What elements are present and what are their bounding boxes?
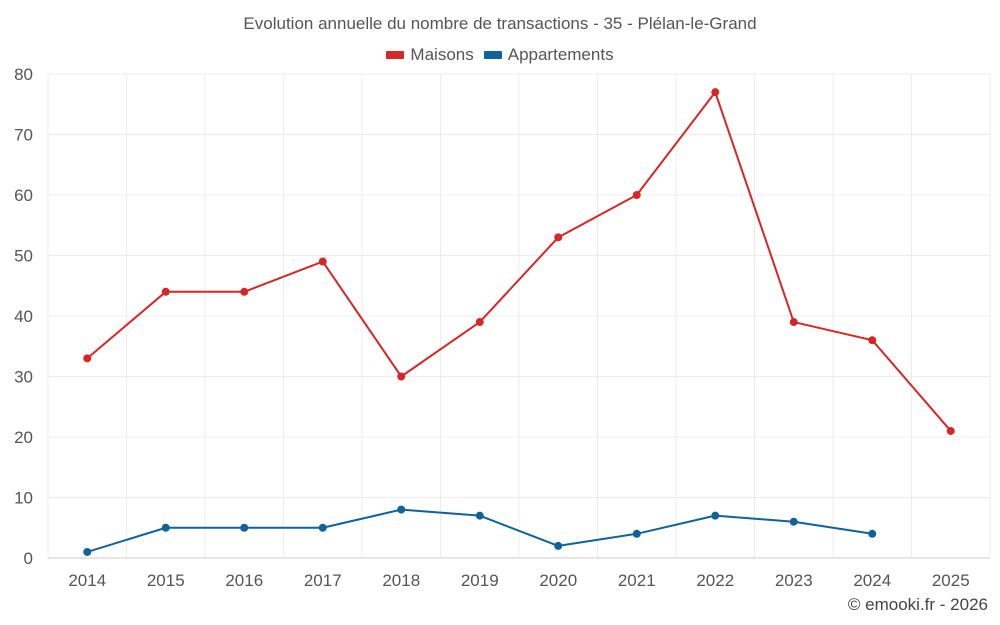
- legend-swatch-appartements: [483, 51, 502, 59]
- x-tick-label-2022: 2022: [696, 571, 734, 590]
- legend: Maisons Appartements: [0, 45, 1000, 65]
- data-point-maisons-2020: [554, 233, 563, 242]
- legend-label-maisons: Maisons: [410, 45, 474, 64]
- x-tick-label-2025: 2025: [932, 571, 970, 590]
- x-tick-label-2016: 2016: [225, 571, 263, 590]
- data-point-maisons-2018: [397, 372, 406, 381]
- x-tick-label-2020: 2020: [539, 571, 577, 590]
- data-point-maisons-2017: [318, 257, 327, 266]
- x-tick-label-2019: 2019: [461, 571, 499, 590]
- data-point-appartements-2024: [868, 529, 877, 538]
- x-tick-label-2024: 2024: [853, 571, 891, 590]
- x-tick-label-2023: 2023: [775, 571, 813, 590]
- x-tick-label-2015: 2015: [147, 571, 185, 590]
- data-point-maisons-2016: [240, 287, 249, 296]
- data-point-appartements-2014: [83, 547, 92, 556]
- y-tick-label-80: 80: [14, 65, 33, 84]
- y-tick-label-60: 60: [14, 186, 33, 205]
- data-point-appartements-2021: [632, 529, 641, 538]
- y-tick-label-0: 0: [24, 549, 33, 568]
- y-tick-label-30: 30: [14, 368, 33, 387]
- data-point-appartements-2022: [711, 511, 720, 520]
- data-point-appartements-2015: [161, 523, 170, 532]
- series-line-maisons: [86, 91, 952, 432]
- data-point-appartements-2019: [475, 511, 484, 520]
- x-tick-label-2021: 2021: [618, 571, 656, 590]
- credit-text: © emooki.fr - 2026: [847, 595, 988, 614]
- data-point-appartements-2023: [789, 517, 798, 526]
- legend-item-appartements[interactable]: Appartements: [483, 45, 614, 65]
- grid: [47, 73, 991, 559]
- y-tick-label-40: 40: [14, 307, 33, 326]
- data-point-maisons-2019: [475, 318, 484, 327]
- series-layer: [83, 88, 955, 556]
- x-tick-label-2014: 2014: [68, 571, 106, 590]
- data-point-appartements-2017: [318, 523, 327, 532]
- legend-label-appartements: Appartements: [507, 45, 614, 64]
- legend-swatch-maisons: [386, 51, 405, 59]
- data-point-appartements-2018: [397, 505, 406, 514]
- data-point-maisons-2023: [789, 318, 798, 327]
- data-point-maisons-2014: [83, 354, 92, 363]
- data-point-maisons-2025: [946, 426, 955, 435]
- data-point-maisons-2015: [161, 287, 170, 296]
- chart-title: Evolution annuelle du nombre de transact…: [243, 14, 757, 33]
- x-tick-label-2017: 2017: [304, 571, 342, 590]
- data-point-appartements-2016: [240, 523, 249, 532]
- y-tick-label-10: 10: [14, 489, 33, 508]
- axes: 0 10 20 30 40 50 60 70 80 2014 2015 2016 2017 2018 201…: [14, 65, 990, 590]
- data-point-appartements-2020: [554, 541, 563, 550]
- legend-item-maisons[interactable]: Maisons: [386, 45, 474, 65]
- y-tick-label-50: 50: [14, 247, 33, 266]
- data-point-maisons-2021: [632, 191, 641, 199]
- data-point-maisons-2024: [868, 336, 877, 345]
- x-tick-label-2018: 2018: [382, 571, 420, 590]
- y-tick-label-70: 70: [14, 126, 33, 145]
- y-tick-label-20: 20: [14, 428, 33, 447]
- data-point-maisons-2022: [711, 88, 720, 97]
